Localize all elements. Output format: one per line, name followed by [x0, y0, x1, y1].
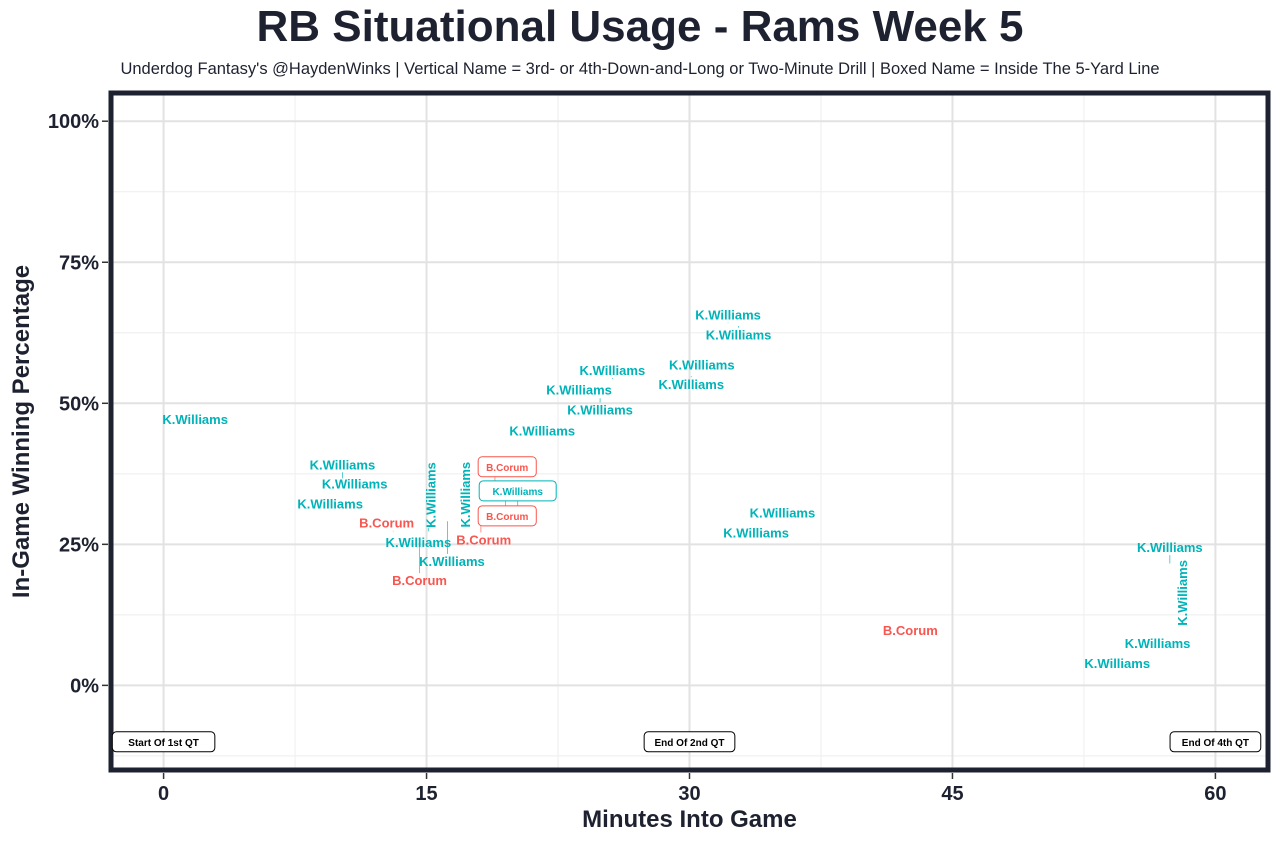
x-axis-label: Minutes Into Game	[582, 806, 797, 833]
point-label-boxed: B.Corum	[486, 512, 528, 523]
point-label: K.Williams	[706, 328, 772, 343]
point-label-vertical: K.Williams	[423, 462, 438, 528]
point-label: K.Williams	[322, 477, 388, 492]
point-label: B.Corum	[392, 573, 447, 588]
point-label-group: K.Williams	[723, 525, 789, 540]
y-tick-label: 100%	[48, 111, 99, 133]
plot-frame	[108, 90, 1271, 773]
point-label-box	[477, 505, 537, 527]
y-tick-label: 50%	[59, 393, 99, 415]
annotation-label: End Of 2nd QT	[655, 738, 725, 749]
point-label: K.Williams	[546, 382, 612, 397]
annotation-box	[643, 731, 736, 753]
point-label: K.Williams	[750, 505, 816, 520]
point-label-group: B.Corum	[883, 623, 938, 638]
x-tick-label: 45	[941, 783, 963, 805]
point-label-group: K.Williams	[322, 477, 388, 492]
point-label-boxed: B.Corum	[486, 463, 528, 474]
point-label-group: B.Corum	[359, 516, 414, 531]
point-label-group: K.Williams	[750, 505, 816, 520]
point-label: K.Williams	[695, 308, 761, 323]
point-label-group: K.Williams	[1175, 560, 1190, 626]
point-label-group: K.Williams	[310, 457, 376, 472]
annotation-label: End Of 4th QT	[1182, 738, 1249, 749]
point-label-group: K.Williams	[695, 308, 761, 323]
point-label: K.Williams	[658, 377, 724, 392]
x-tick-label: 0	[158, 783, 169, 805]
point-label-group: K.Williams	[297, 497, 363, 512]
point-label-group: K.Williams	[162, 412, 228, 427]
point-label: B.Corum	[883, 623, 938, 638]
annotation-box	[1169, 731, 1262, 753]
point-label-group: K.Williams	[1084, 656, 1150, 671]
point-label-group: K.Williams	[478, 480, 557, 502]
point-label-vertical: K.Williams	[458, 462, 473, 528]
point-label: B.Corum	[456, 533, 511, 548]
point-label-group: K.Williams	[509, 423, 575, 438]
point-label-group: K.Williams	[580, 363, 646, 378]
point-label: K.Williams	[509, 423, 575, 438]
point-label: K.Williams	[310, 457, 376, 472]
x-tick-label: 60	[1204, 783, 1226, 805]
point-label-group: K.Williams	[658, 377, 724, 392]
annotation-box	[111, 731, 216, 753]
point-label-group: K.Williams	[458, 462, 473, 528]
chart-title: RB Situational Usage - Rams Week 5	[256, 2, 1024, 51]
point-label: K.Williams	[162, 412, 228, 427]
point-label-box	[478, 480, 557, 502]
point-label-group: K.Williams	[546, 382, 612, 397]
y-tick-label: 75%	[59, 252, 99, 274]
point-label: K.Williams	[419, 554, 485, 569]
point-label-group: B.Corum	[477, 456, 537, 478]
point-label-vertical: K.Williams	[1175, 560, 1190, 626]
point-label: K.Williams	[723, 525, 789, 540]
point-label-group: K.Williams	[423, 462, 438, 528]
annotation-label: Start Of 1st QT	[128, 738, 199, 749]
point-label-group: K.Williams	[669, 357, 735, 372]
point-label: K.Williams	[297, 497, 363, 512]
y-axis-label: In-Game Winning Percentage	[8, 265, 35, 598]
point-label-group: B.Corum	[392, 573, 447, 588]
chart-subtitle: Underdog Fantasy's @HaydenWinks | Vertic…	[120, 60, 1160, 78]
point-label-box	[477, 456, 537, 478]
point-label-group: B.Corum	[456, 533, 511, 548]
point-label-boxed: K.Williams	[492, 487, 543, 498]
point-label: K.Williams	[580, 363, 646, 378]
y-tick-label: 0%	[70, 675, 99, 697]
point-label-group: K.Williams	[419, 554, 485, 569]
point-label-group: K.Williams	[706, 328, 772, 343]
y-tick-label: 25%	[59, 534, 99, 556]
point-label: K.Williams	[669, 357, 735, 372]
point-label-group: K.Williams	[1137, 540, 1203, 555]
point-label: K.Williams	[1137, 540, 1203, 555]
point-label-group: B.Corum	[477, 505, 537, 527]
point-label: K.Williams	[567, 402, 633, 417]
point-label-group: K.Williams	[1125, 636, 1191, 651]
point-label: K.Williams	[1084, 656, 1150, 671]
x-tick-label: 30	[678, 783, 700, 805]
point-label: K.Williams	[1125, 636, 1191, 651]
point-label: K.Williams	[386, 535, 452, 550]
point-label: B.Corum	[359, 516, 414, 531]
point-label-group: K.Williams	[567, 402, 633, 417]
point-label-group: K.Williams	[386, 535, 452, 550]
x-tick-label: 15	[415, 783, 437, 805]
